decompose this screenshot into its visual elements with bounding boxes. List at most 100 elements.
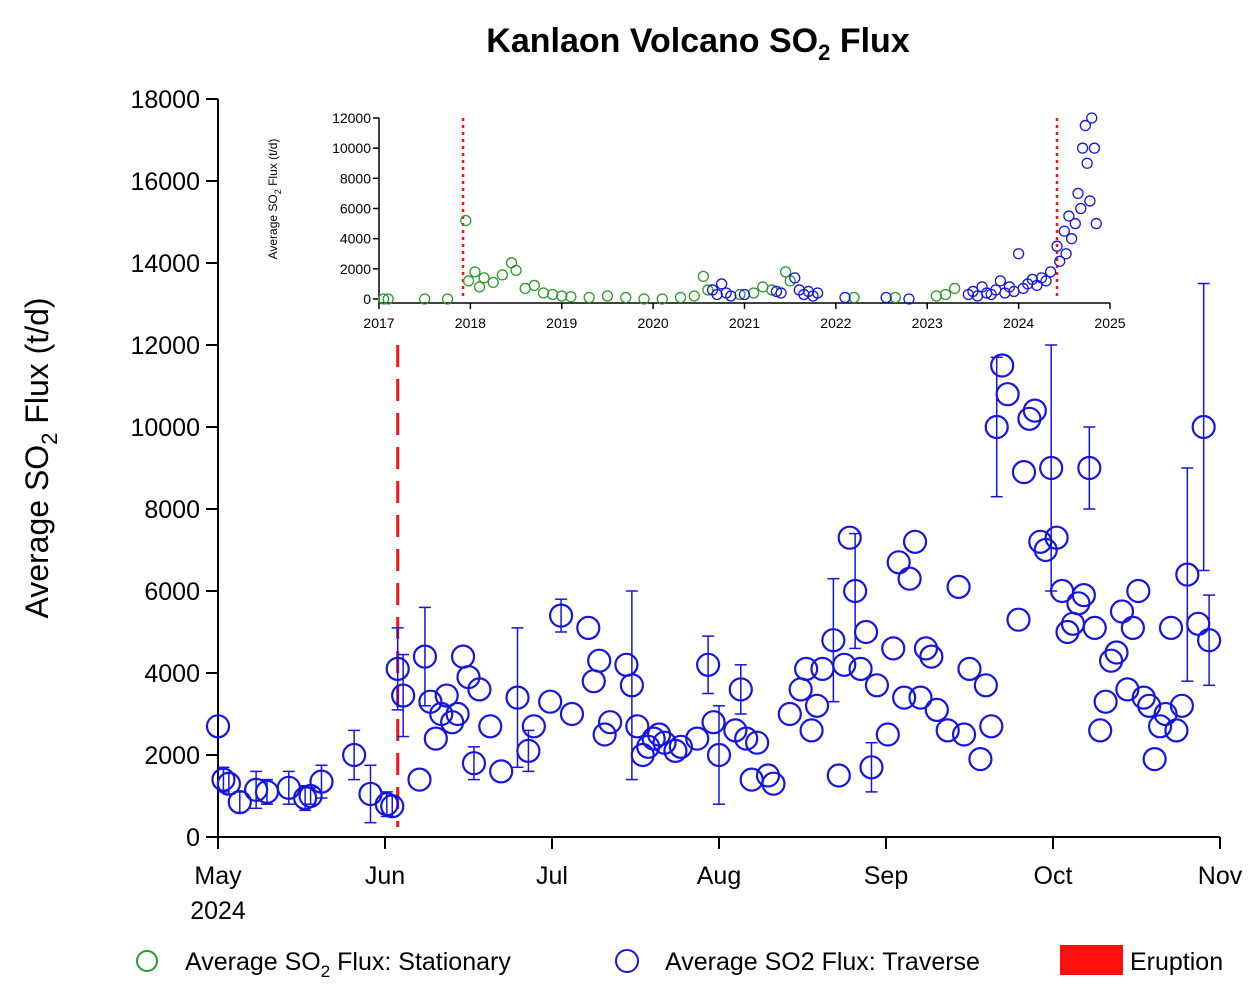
traverse-point: [216, 771, 241, 796]
inset-traverse-point: [1044, 266, 1057, 278]
traverse-point: [728, 677, 753, 702]
traverse-point: [902, 529, 928, 554]
inset-traverse-point: [789, 272, 801, 284]
inset-traverse-point: [1060, 248, 1072, 260]
x-tick-label: Aug: [697, 862, 741, 890]
legend-traverse-label: Average SO2 Flux: Traverse: [665, 948, 980, 976]
traverse-point: [445, 701, 470, 727]
traverse-point: [984, 414, 1009, 440]
traverse-point: [946, 574, 971, 600]
inset-traverse-point: [839, 291, 851, 304]
y-tick-label: 10000: [130, 414, 200, 442]
traverse-point: [587, 648, 612, 673]
inset-traverse-point: [1090, 217, 1102, 230]
inset-stationary-point: [478, 272, 490, 284]
traverse-point: [516, 738, 541, 764]
inset-x-tick-label: 2021: [729, 315, 760, 331]
x-tick-label: Jul: [536, 862, 568, 890]
traverse-point: [1109, 599, 1135, 624]
inset-stationary-point: [419, 293, 431, 305]
y-tick-label: 12000: [130, 332, 200, 360]
traverse-point: [1017, 406, 1042, 431]
traverse-point: [1126, 578, 1151, 604]
y-tick-label: 6000: [144, 578, 200, 606]
traverse-point: [1082, 615, 1107, 641]
traverse-point: [630, 742, 655, 768]
inset-traverse-point: [903, 293, 915, 305]
traverse-point: [521, 714, 546, 739]
y-axis-label: Average SO2 Flux (t/d): [19, 297, 62, 618]
traverse-point: [380, 794, 405, 819]
traverse-point: [1137, 693, 1162, 718]
traverse-point: [1147, 714, 1173, 739]
traverse-point: [461, 751, 487, 776]
traverse-point: [641, 726, 666, 751]
inset-traverse-point: [1069, 217, 1081, 230]
traverse-point: [1044, 525, 1069, 550]
traverse-point: [205, 714, 231, 739]
inset-stationary-point: [638, 293, 650, 305]
traverse-point: [625, 714, 650, 739]
traverse-point: [614, 652, 639, 677]
y-tick-label: 18000: [130, 86, 200, 114]
inset-traverse-point: [1051, 240, 1063, 252]
traverse-point: [1011, 460, 1037, 485]
inset-stationary-point: [510, 264, 522, 276]
traverse-point: [440, 710, 465, 735]
inset-stationary-point: [462, 275, 475, 287]
inset-traverse-point: [1054, 255, 1066, 267]
legend-eruption-swatch: [1060, 945, 1123, 975]
inset-stationary-point: [460, 214, 472, 227]
inset-traverse-point: [738, 288, 751, 301]
traverse-point: [559, 701, 585, 727]
traverse-point: [908, 685, 933, 710]
traverse-point: [538, 689, 563, 714]
inset-traverse-point: [1086, 112, 1098, 124]
traverse-point: [794, 656, 819, 682]
inset-x-tick-label: 2019: [546, 315, 577, 331]
traverse-point: [1104, 640, 1129, 665]
traverse-point: [1175, 562, 1200, 587]
traverse-point: [619, 673, 644, 698]
inset-traverse-point: [1075, 202, 1087, 215]
main-plot-marks: [205, 282, 1222, 827]
traverse-point: [1098, 648, 1124, 673]
traverse-point: [1060, 611, 1086, 636]
traverse-point: [739, 767, 764, 792]
inset-traverse-point: [994, 275, 1006, 287]
traverse-point: [886, 550, 911, 575]
traverse-point: [489, 759, 514, 784]
traverse-point: [597, 710, 623, 735]
inset-y-tick-label: 8000: [340, 170, 371, 186]
traverse-point: [935, 718, 960, 743]
traverse-point: [924, 697, 949, 723]
inset-traverse-point: [1058, 225, 1070, 237]
traverse-point: [979, 714, 1004, 739]
traverse-point: [799, 718, 824, 743]
traverse-point: [761, 771, 786, 796]
inset-x-tick-label: 2025: [1094, 315, 1125, 331]
traverse-point: [973, 673, 998, 698]
inset-traverse-point: [1079, 119, 1091, 132]
x-tick-year-label: 2024: [190, 897, 246, 925]
inset-traverse-point: [811, 287, 824, 299]
traverse-point: [1164, 718, 1189, 743]
inset-x-tick-label: 2018: [455, 315, 486, 331]
traverse-point: [1006, 607, 1031, 632]
traverse-point: [1153, 701, 1178, 727]
traverse-point: [1088, 718, 1113, 743]
traverse-point: [853, 619, 879, 645]
inset-traverse-point: [725, 290, 737, 302]
traverse-point: [1197, 628, 1222, 653]
inset-y-tick-label: 12000: [332, 110, 371, 126]
inset-y-axis-label: Average SO2 Flux (t/d): [266, 139, 283, 260]
traverse-point: [881, 636, 906, 661]
traverse-point: [919, 644, 944, 669]
inset-stationary-point: [688, 290, 700, 302]
traverse-point: [1191, 414, 1216, 440]
inset-plot-marks: [377, 112, 1102, 305]
inset-stationary-point: [620, 291, 632, 304]
inset-stationary-point: [702, 284, 714, 296]
traverse-point: [810, 656, 835, 682]
traverse-point: [968, 746, 993, 772]
